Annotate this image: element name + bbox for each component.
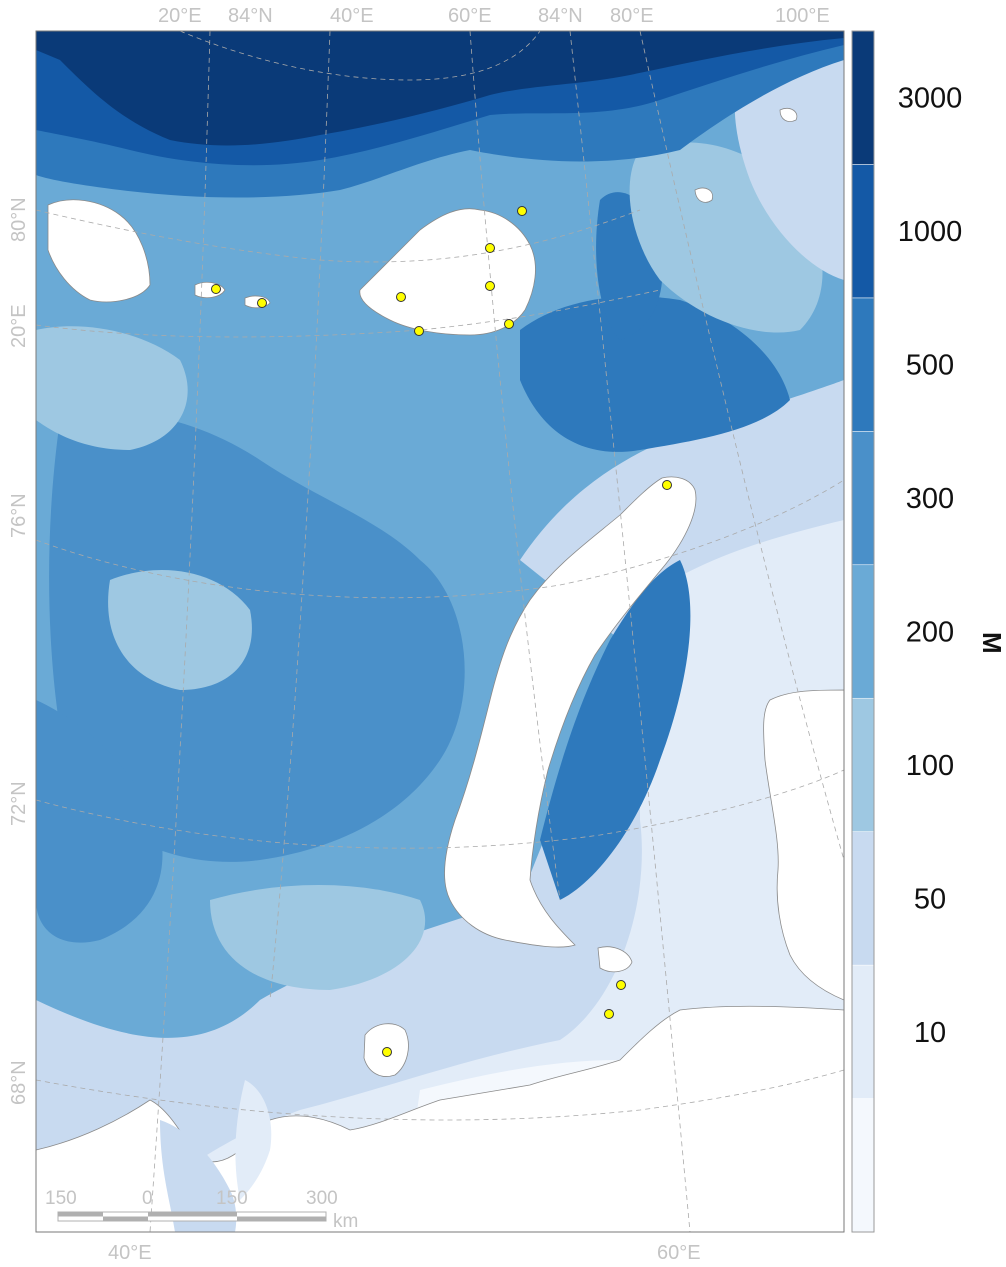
land-island-ne (694, 187, 713, 203)
legend-label-500: 500 (906, 350, 954, 382)
white-sea (160, 1120, 237, 1232)
legend-label-50: 50 (914, 883, 946, 915)
station-point (396, 292, 406, 302)
left-labels: 80°N 20°E 76°N 72°N 68°N (8, 197, 30, 1105)
left-label-76n: 76°N (8, 493, 30, 538)
legend-band (851, 297, 875, 432)
legend-labels: 3000 1000 500 300 200 100 50 10 (898, 83, 963, 1049)
zone-trough-north (520, 296, 790, 452)
graticule (36, 31, 844, 1232)
top-label-40e: 40°E (330, 5, 374, 27)
top-label-100e: 100°E (775, 5, 830, 27)
top-label-20e: 20°E (158, 5, 202, 27)
legend-band (851, 564, 875, 699)
land-novaya-zemlya (444, 476, 697, 948)
legend-band (851, 164, 875, 299)
top-label-84n-right: 84°N (538, 5, 583, 27)
top-label-84n-left: 84°N (228, 5, 273, 27)
station-point (604, 1009, 614, 1019)
legend-band (851, 1098, 875, 1233)
legend-label-10: 10 (914, 1017, 946, 1049)
station-point (382, 1047, 392, 1057)
bottom-label-40e: 40°E (108, 1242, 152, 1264)
zone-bank-west (36, 326, 188, 450)
legend-band (851, 831, 875, 966)
top-label-60e: 60°E (448, 5, 492, 27)
station-point (485, 281, 495, 291)
legend-band (851, 431, 875, 566)
legend-band (851, 964, 875, 1099)
top-label-80e: 80°E (610, 5, 654, 27)
scale-bar: 150 0 150 300 km (45, 1188, 358, 1232)
legend-frame (851, 30, 875, 1233)
station-point (517, 206, 527, 216)
scale-label-150-left: 150 (45, 1188, 77, 1209)
station-point (504, 319, 514, 329)
station-points (211, 206, 672, 1057)
scale-label-150-right: 150 (216, 1188, 248, 1209)
land-svalbard (47, 199, 151, 303)
legend-unit: M (977, 632, 1006, 654)
legend-label-1000: 1000 (898, 216, 963, 248)
zone-bank-kara-east (734, 60, 844, 280)
bottom-labels: 40°E 60°E (108, 1242, 701, 1264)
legend-band (851, 697, 875, 832)
station-point (414, 326, 424, 336)
land-yamal (763, 689, 844, 1001)
legend-label-300: 300 (906, 483, 954, 515)
top-labels: 20°E 84°N 40°E 60°E 84°N 80°E 100°E (158, 5, 830, 27)
station-point (616, 980, 626, 990)
left-label-72n: 72°N (8, 781, 30, 826)
zone-trough-east (540, 560, 691, 900)
zone-basin-3000 (36, 31, 844, 146)
land-island-ne-2 (779, 107, 798, 122)
station-point (257, 298, 267, 308)
legend-colorbar (851, 30, 875, 1233)
legend-label-3000: 3000 (898, 83, 963, 115)
station-point (662, 480, 672, 490)
zone-bank-central (108, 570, 252, 690)
zone-trough-western (36, 700, 163, 943)
station-point (485, 243, 495, 253)
land-franz-josef (359, 208, 536, 336)
zone-trough-central (49, 412, 465, 862)
left-label-20e: 20°E (8, 304, 30, 348)
map-frame (35, 30, 845, 1233)
station-point (211, 284, 221, 294)
left-label-68n: 68°N (8, 1060, 30, 1105)
land-vaygach (597, 946, 633, 973)
legend-label-200: 200 (906, 617, 954, 649)
legend-band (851, 30, 875, 165)
legend-label-100: 100 (906, 750, 954, 782)
left-label-80n: 80°N (8, 197, 30, 242)
bathymetry-map (36, 31, 844, 1232)
scale-unit: km (333, 1211, 358, 1232)
zone-bank-south (210, 885, 426, 990)
scale-label-300: 300 (306, 1188, 338, 1209)
scale-label-0: 0 (142, 1188, 153, 1209)
bottom-label-60e: 60°E (657, 1242, 701, 1264)
